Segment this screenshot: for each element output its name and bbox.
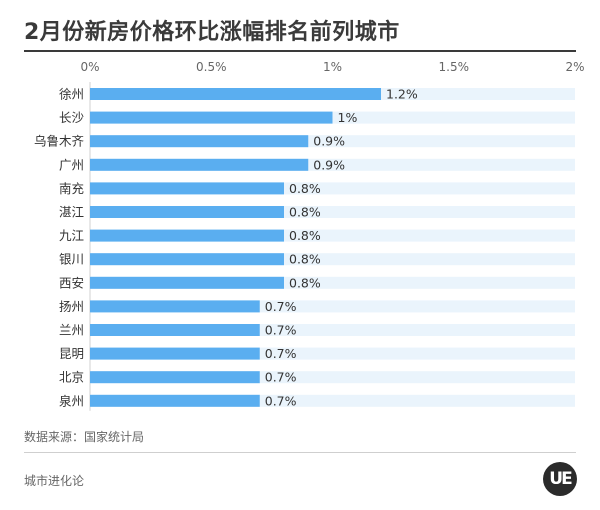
category-label: 长沙	[59, 110, 85, 125]
title-divider	[24, 50, 576, 52]
bar-3	[90, 135, 309, 148]
footer-brand: 城市进化论	[24, 474, 85, 488]
bar-10	[90, 300, 260, 313]
category-label: 南充	[59, 181, 84, 196]
data-label: 0.8%	[289, 275, 321, 290]
bar-11	[90, 324, 260, 336]
data-label: 0.8%	[289, 252, 321, 267]
bar-13	[90, 371, 260, 384]
source-note: 数据来源：国家统计局	[24, 430, 145, 444]
data-label: 0.7%	[265, 393, 297, 408]
data-label: 0.8%	[289, 205, 321, 220]
brand-logo: UE	[543, 462, 577, 496]
category-label: 九江	[59, 228, 84, 243]
bar-1	[90, 88, 381, 100]
category-label: 扬州	[59, 299, 84, 314]
bar-2	[90, 111, 333, 124]
data-label: 0.9%	[313, 157, 345, 172]
x-tick-label: 0.5%	[196, 60, 227, 74]
category-label: 银川	[59, 252, 84, 267]
x-tick-label: 2%	[565, 60, 584, 74]
bar-5	[90, 182, 284, 195]
bar-6	[90, 206, 284, 218]
data-label: 1.2%	[386, 87, 418, 102]
x-tick-label: 1%	[323, 60, 342, 74]
data-label: 0.7%	[265, 346, 297, 361]
data-label: 0.7%	[265, 323, 297, 338]
bar-12	[90, 347, 260, 360]
bar-9	[90, 276, 284, 289]
bar-chart: 0% 0.5% 1% 1.5% 2% 徐州 1.2% 长沙 1% 乌鲁木齐 0.9% 广州 0.9% 南充…	[34, 60, 585, 411]
data-label: 0.7%	[265, 370, 297, 385]
data-label: 1%	[338, 110, 358, 125]
bar-8	[90, 253, 284, 266]
category-label: 兰州	[59, 323, 84, 338]
data-label: 0.7%	[265, 299, 297, 314]
logo-text: UE	[549, 469, 572, 489]
category-label: 北京	[59, 370, 84, 385]
chart-title: 2月份新房价格环比涨幅排名前列城市	[24, 20, 400, 45]
category-label: 徐州	[59, 87, 84, 102]
category-label: 昆明	[59, 346, 84, 361]
bar-7	[90, 229, 284, 242]
category-label: 广州	[59, 157, 84, 172]
category-label: 西安	[59, 275, 84, 290]
x-tick-label: 0%	[80, 60, 99, 74]
x-tick-label: 1.5%	[439, 60, 470, 74]
bar-4	[90, 158, 309, 171]
footer-divider	[24, 452, 576, 453]
data-label: 0.8%	[289, 228, 321, 243]
category-label: 湛江	[59, 205, 84, 220]
category-label: 泉州	[59, 393, 84, 408]
data-label: 0.8%	[289, 181, 321, 196]
bar-14	[90, 394, 260, 407]
data-label: 0.9%	[313, 134, 345, 149]
category-label: 乌鲁木齐	[34, 134, 85, 149]
